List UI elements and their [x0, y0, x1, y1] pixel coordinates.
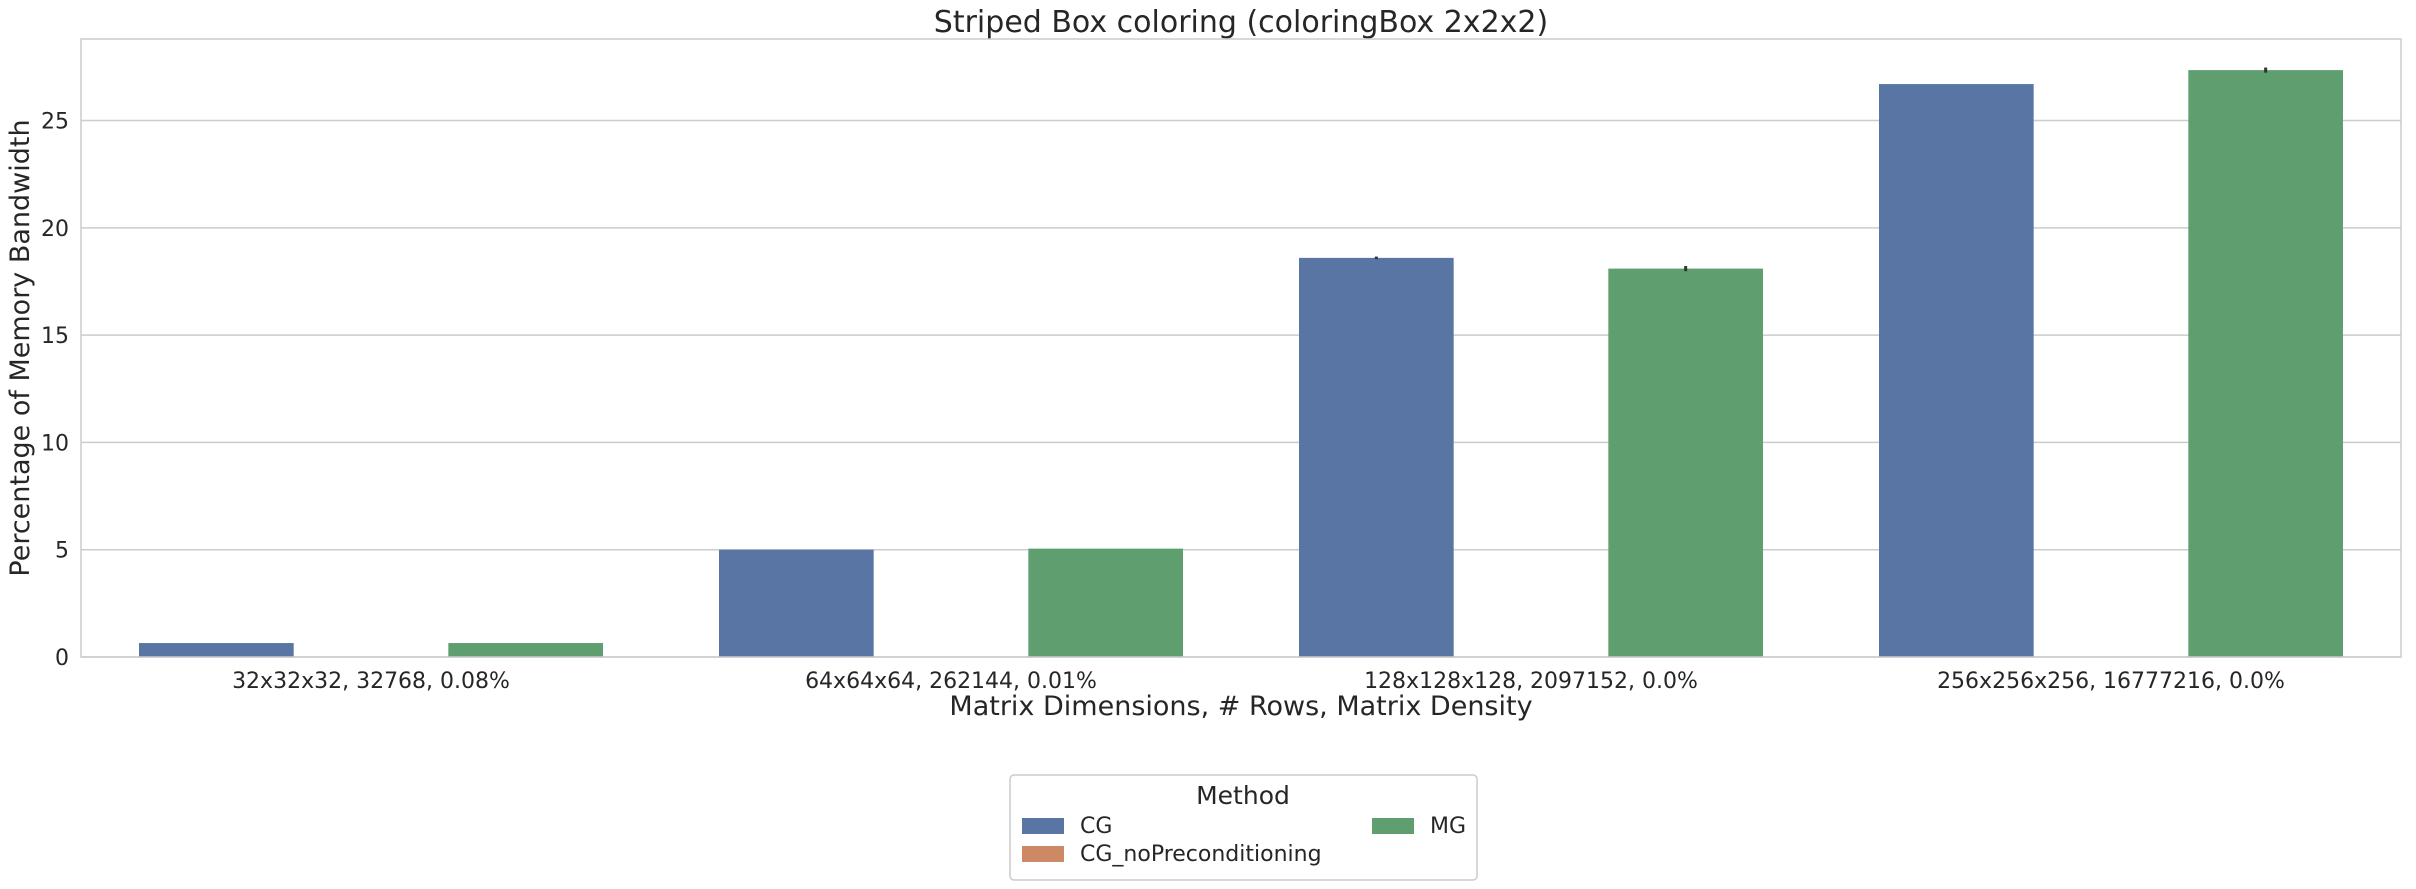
y-tick-label: 0 — [55, 646, 69, 671]
y-tick-label: 20 — [41, 217, 69, 242]
legend-label: CG — [1080, 814, 1112, 839]
bar-mg — [448, 643, 603, 657]
y-tick-labels: 0 5 10 15 20 25 — [41, 110, 69, 671]
x-tick-labels: 32x32x32, 32768, 0.08% 64x64x64, 262144, … — [232, 669, 2285, 694]
bar-cg — [1299, 257, 1454, 657]
bars — [139, 70, 2343, 658]
y-tick-label: 15 — [41, 324, 69, 349]
x-tick-label: 32x32x32, 32768, 0.08% — [232, 669, 510, 694]
y-axis-label: Percentage of Memory Bandwidth — [5, 119, 36, 576]
gridlines — [81, 119, 2401, 658]
plot-frame — [80, 38, 2402, 658]
bar-mg — [1028, 548, 1183, 657]
legend-frame — [1009, 774, 1478, 881]
x-tick-label: 64x64x64, 262144, 0.01% — [805, 669, 1097, 694]
legend-title: Method — [1196, 781, 1290, 810]
bar-cg — [1879, 84, 2034, 657]
y-tick-label: 5 — [55, 539, 69, 564]
legend-swatch — [1372, 818, 1414, 834]
y-tick-label: 25 — [41, 110, 69, 135]
bar-cg — [139, 643, 294, 657]
bar-cg — [719, 549, 874, 657]
bar-mg — [1608, 268, 1763, 657]
chart-title: Striped Box coloring (coloringBox 2x2x2) — [934, 5, 1548, 40]
legend-swatch — [1022, 846, 1064, 862]
error-bars — [1374, 67, 2268, 272]
bar-mg — [2188, 70, 2343, 658]
legend-label: CG_noPreconditioning — [1080, 842, 1322, 867]
x-axis-label: Matrix Dimensions, # Rows, Matrix Densit… — [949, 691, 1532, 722]
x-tick-label: 128x128x128, 2097152, 0.0% — [1364, 669, 1698, 694]
legend: Method CG CG_noPreconditioning MG — [1009, 774, 1478, 881]
legend-label: MG — [1430, 814, 1466, 839]
y-tick-label: 10 — [41, 431, 69, 456]
legend-swatch — [1022, 818, 1064, 834]
x-tick-label: 256x256x256, 16777216, 0.0% — [1937, 669, 2285, 694]
